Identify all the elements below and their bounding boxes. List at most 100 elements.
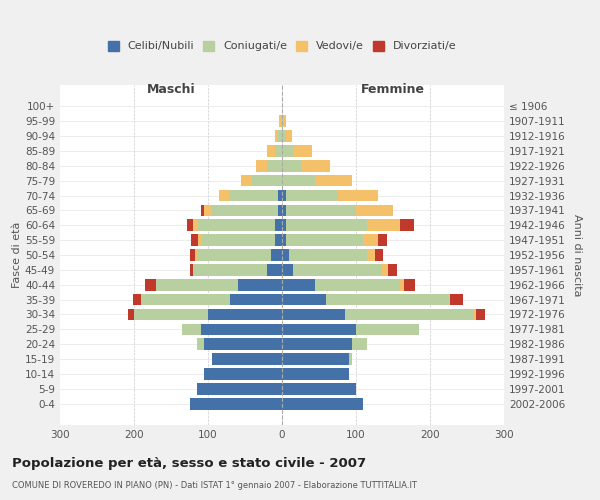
Bar <box>450 294 463 306</box>
Bar <box>187 220 193 231</box>
Bar <box>282 175 316 186</box>
Bar <box>193 220 197 231</box>
Bar <box>230 294 282 306</box>
Bar <box>238 279 282 290</box>
Bar <box>212 204 278 216</box>
Bar <box>275 145 282 156</box>
Text: COMUNE DI ROVEREDO IN PIANO (PN) - Dati ISTAT 1° gennaio 2007 - Elaborazione TUT: COMUNE DI ROVEREDO IN PIANO (PN) - Dati … <box>12 481 417 490</box>
Bar <box>286 130 292 142</box>
Bar <box>475 308 476 320</box>
Bar <box>182 324 200 335</box>
Bar <box>200 204 204 216</box>
Bar <box>476 308 485 320</box>
Text: Femmine: Femmine <box>361 83 425 96</box>
Bar <box>204 338 282 350</box>
Y-axis label: Fasce di età: Fasce di età <box>12 222 22 288</box>
Bar <box>197 383 282 394</box>
Bar <box>286 204 356 216</box>
Bar <box>128 308 134 320</box>
Y-axis label: Anni di nascita: Anni di nascita <box>572 214 582 296</box>
Bar <box>200 234 275 246</box>
Bar <box>286 234 364 246</box>
Bar <box>134 308 208 320</box>
Bar <box>282 249 289 261</box>
Bar <box>156 279 238 290</box>
Bar <box>282 338 352 350</box>
Bar <box>337 190 378 202</box>
Bar <box>275 130 278 142</box>
Bar <box>145 279 156 290</box>
Bar <box>190 398 282 409</box>
Bar <box>253 175 282 186</box>
Bar <box>190 249 196 261</box>
Bar <box>449 294 450 306</box>
Bar <box>293 264 382 276</box>
Bar <box>267 264 282 276</box>
Bar <box>286 190 337 202</box>
Bar <box>193 264 267 276</box>
Bar <box>356 324 419 335</box>
Bar <box>271 249 282 261</box>
Bar <box>278 204 282 216</box>
Bar <box>286 220 367 231</box>
Bar <box>197 249 271 261</box>
Bar <box>282 398 364 409</box>
Bar <box>326 294 449 306</box>
Bar <box>282 220 286 231</box>
Bar <box>208 308 282 320</box>
Bar <box>282 160 301 172</box>
Text: Popolazione per età, sesso e stato civile - 2007: Popolazione per età, sesso e stato civil… <box>12 458 366 470</box>
Bar <box>212 354 282 365</box>
Bar <box>345 308 475 320</box>
Bar <box>367 220 400 231</box>
Bar <box>374 249 383 261</box>
Bar <box>400 220 414 231</box>
Bar <box>282 368 349 380</box>
Bar <box>282 308 345 320</box>
Bar <box>404 279 415 290</box>
Bar <box>196 249 197 261</box>
Bar <box>279 116 281 127</box>
Bar <box>282 354 349 365</box>
Bar <box>289 249 367 261</box>
Bar <box>278 190 282 202</box>
Bar <box>282 116 283 127</box>
Bar <box>282 264 293 276</box>
Bar <box>282 204 286 216</box>
Bar <box>200 324 282 335</box>
Bar <box>281 116 282 127</box>
Bar <box>267 145 275 156</box>
Bar <box>356 204 393 216</box>
Bar <box>382 264 388 276</box>
Bar <box>230 190 278 202</box>
Bar <box>316 175 352 186</box>
Bar <box>191 234 199 246</box>
Bar <box>378 234 387 246</box>
Bar <box>400 279 404 290</box>
Bar <box>199 234 200 246</box>
Bar <box>283 116 286 127</box>
Bar <box>293 145 311 156</box>
Bar <box>142 294 230 306</box>
Bar <box>219 190 230 202</box>
Bar <box>349 354 352 365</box>
Bar <box>301 160 330 172</box>
Bar <box>278 130 282 142</box>
Bar <box>197 338 204 350</box>
Bar <box>204 368 282 380</box>
Bar <box>282 324 356 335</box>
Text: Maschi: Maschi <box>146 83 196 96</box>
Bar <box>282 383 356 394</box>
Legend: Celibi/Nubili, Coniugati/e, Vedovi/e, Divorziati/e: Celibi/Nubili, Coniugati/e, Vedovi/e, Di… <box>103 36 461 56</box>
Bar <box>388 264 397 276</box>
Bar <box>367 249 374 261</box>
Bar <box>282 145 293 156</box>
Bar <box>197 220 275 231</box>
Bar <box>282 294 326 306</box>
Bar <box>241 175 253 186</box>
Bar <box>275 234 282 246</box>
Bar <box>364 234 378 246</box>
Bar <box>352 338 367 350</box>
Bar <box>133 294 142 306</box>
Bar <box>256 160 267 172</box>
